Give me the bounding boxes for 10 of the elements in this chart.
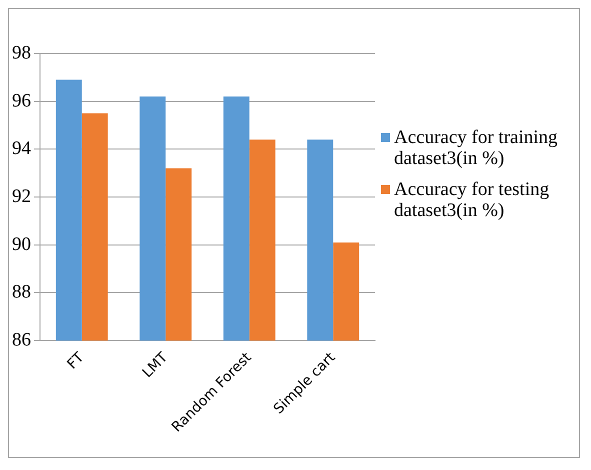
y-tick-label: 90 bbox=[12, 234, 31, 255]
y-tick-label: 88 bbox=[12, 282, 31, 303]
x-tick-label: FT bbox=[64, 349, 88, 373]
y-tick-label: 92 bbox=[12, 186, 31, 207]
y-tick-label: 98 bbox=[12, 42, 31, 64]
y-tick-label: 96 bbox=[12, 90, 31, 112]
y-tick-label: 86 bbox=[12, 330, 31, 351]
legend-label: Accuracy for training dataset3(in %) bbox=[394, 127, 559, 169]
legend-label: Accuracy for testing dataset3(in %) bbox=[394, 179, 550, 221]
y-tick-label: 94 bbox=[12, 138, 32, 160]
